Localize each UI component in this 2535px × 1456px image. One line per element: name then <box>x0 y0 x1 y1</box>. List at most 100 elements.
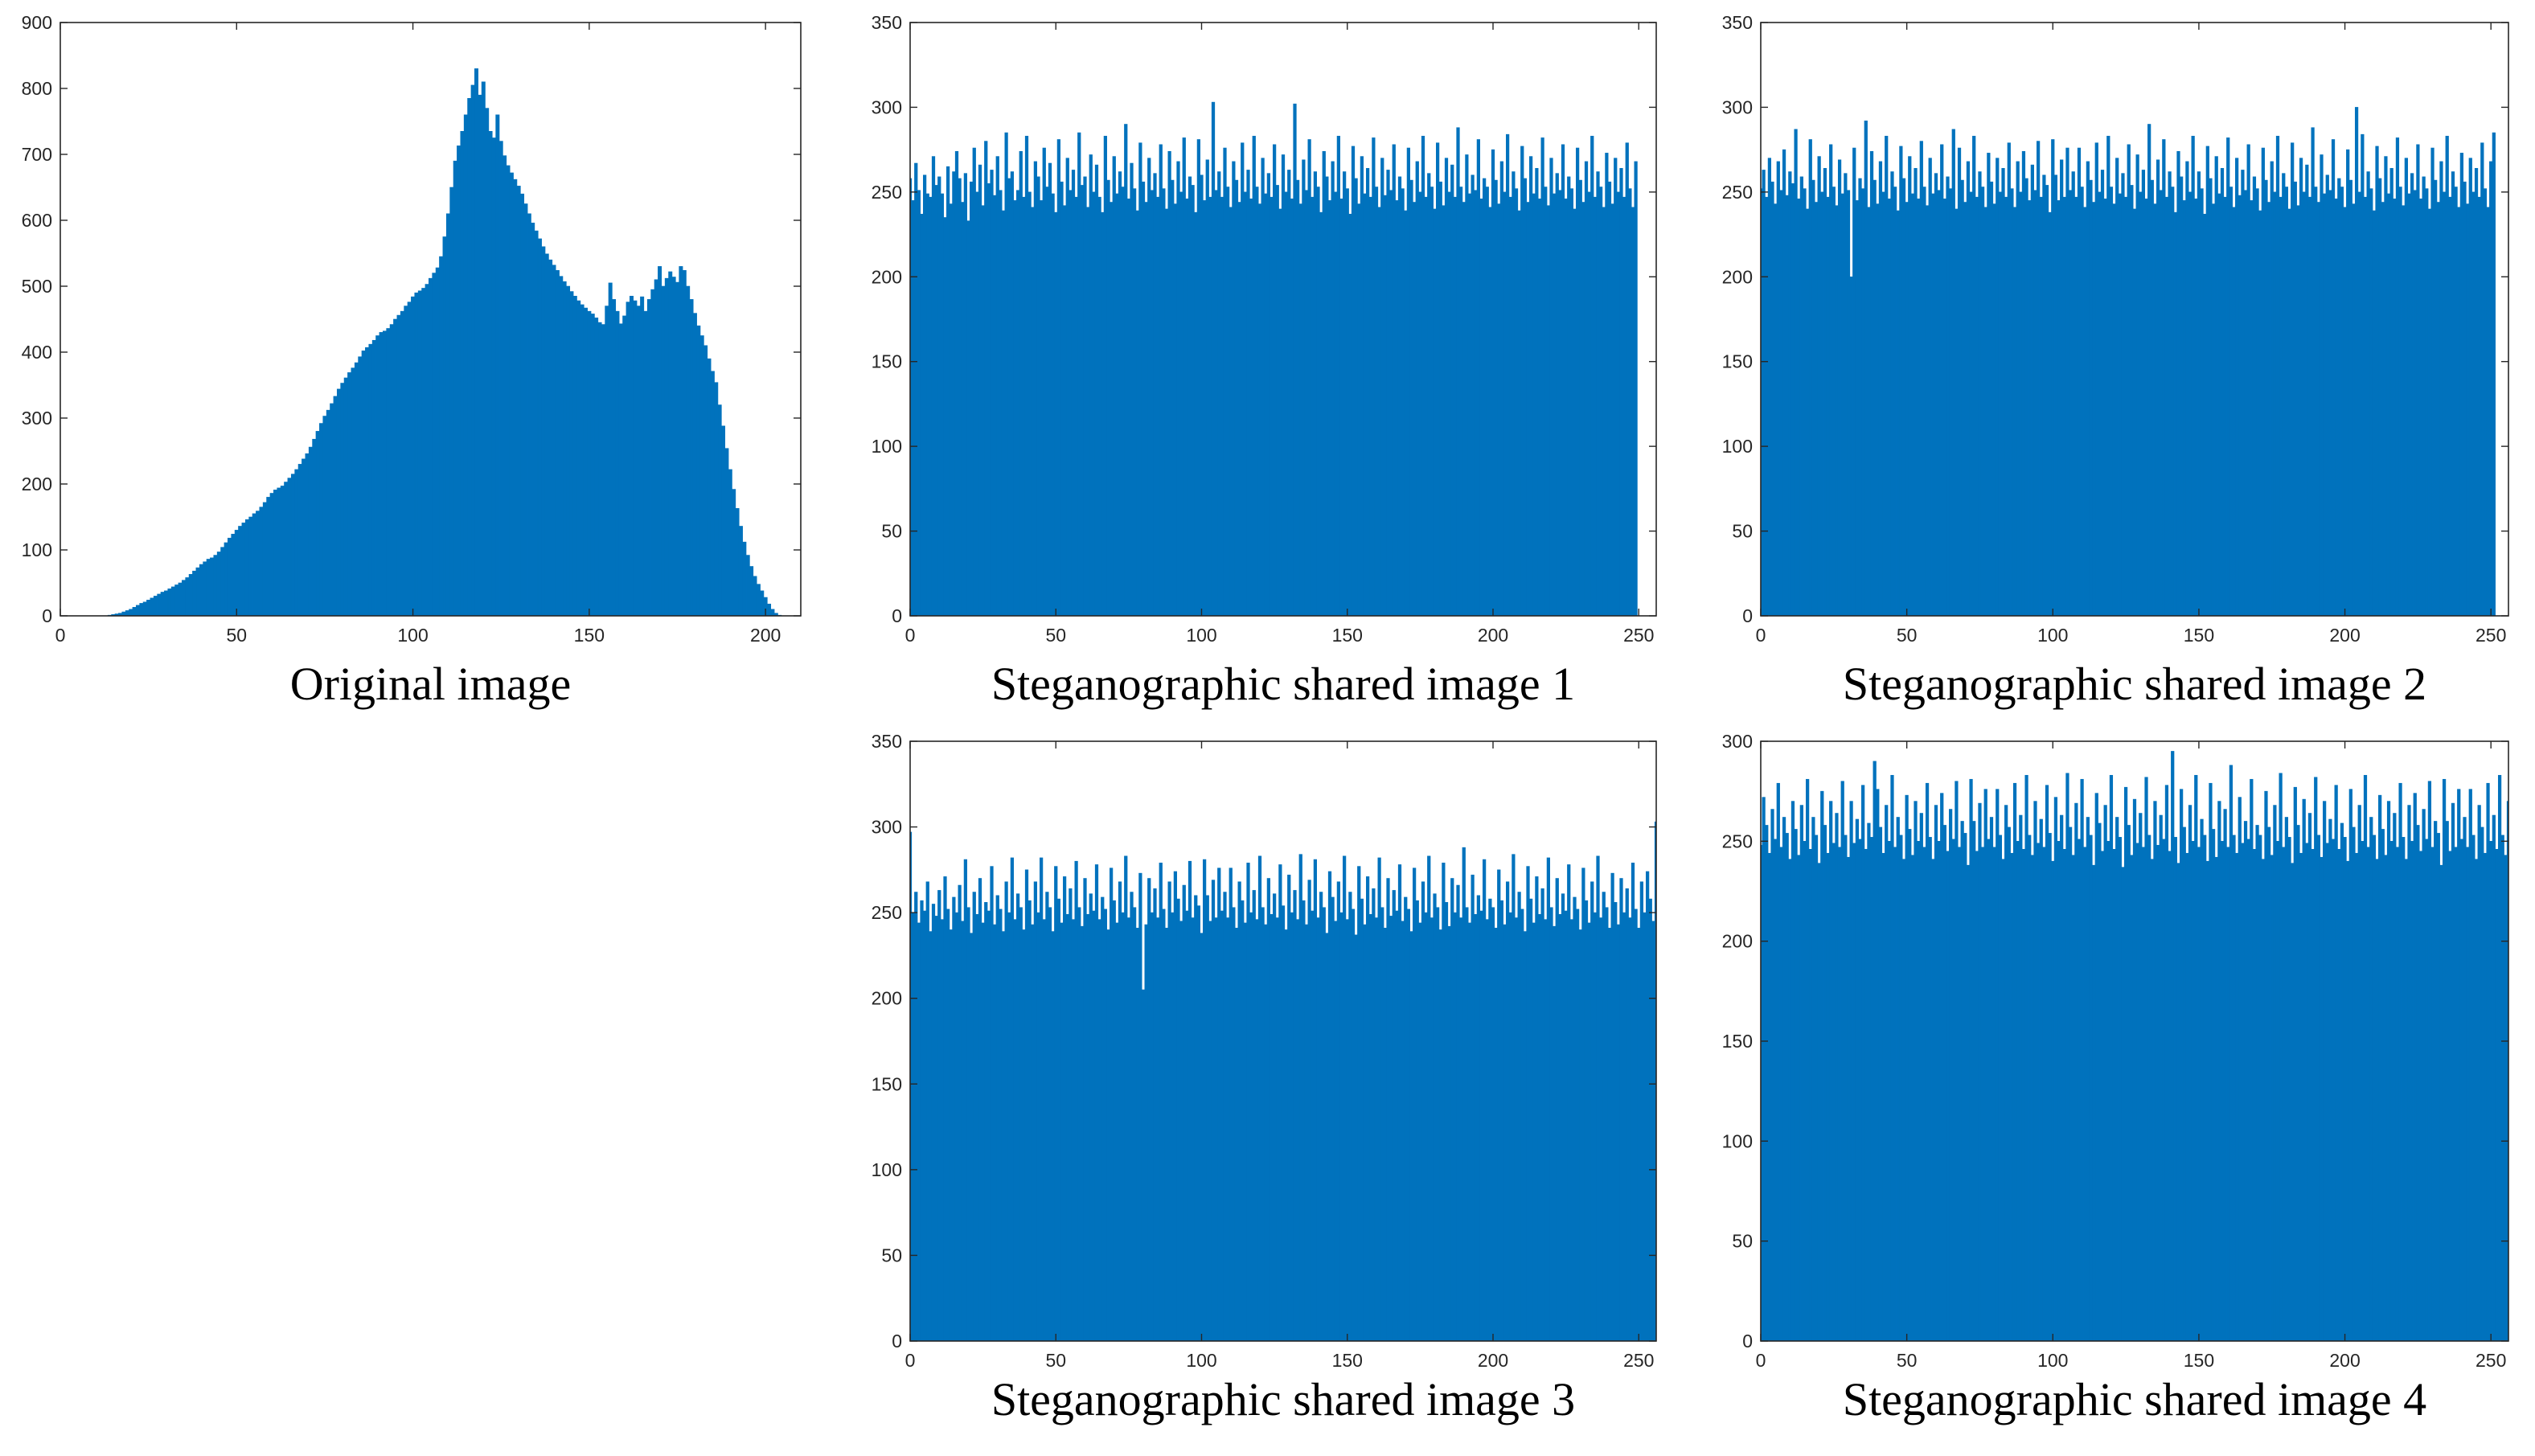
y-tick-label: 200 <box>872 988 902 1009</box>
histogram-bar <box>1561 893 1565 1342</box>
histogram-bar <box>1200 174 1204 617</box>
histogram-bar <box>1459 187 1463 617</box>
histogram-bar <box>1826 196 1830 617</box>
histogram-bar <box>2135 154 2139 617</box>
histogram-bar <box>1555 878 1559 1342</box>
histogram-bar <box>1855 200 1860 617</box>
histogram-bar <box>1409 179 1413 617</box>
histogram-bar <box>2366 171 2370 617</box>
histogram-bar <box>1925 205 1930 617</box>
histogram-bar <box>1275 917 1279 1342</box>
histogram-bar <box>978 878 982 1342</box>
histogram-bar <box>1270 196 1274 617</box>
histogram-bar <box>2302 191 2306 617</box>
histogram-bar <box>2241 170 2245 617</box>
histogram-bar <box>654 279 658 617</box>
histogram-bar <box>658 266 662 617</box>
histogram-bar <box>231 534 236 617</box>
histogram-bar <box>2042 174 2046 617</box>
histogram-bar <box>1878 826 1883 1342</box>
histogram-bar <box>157 593 162 617</box>
histogram-bar <box>1223 892 1227 1342</box>
histogram-bar <box>707 358 712 617</box>
histogram-bar <box>1456 884 1460 1342</box>
histogram-bar <box>1878 161 1883 617</box>
histogram-bar <box>1829 801 1833 1342</box>
histogram-bar <box>2021 150 2026 617</box>
histogram-bar <box>1334 191 1338 617</box>
histogram-bar <box>1998 191 2003 617</box>
histogram-bar <box>1553 925 1557 1342</box>
histogram-bar <box>407 301 412 617</box>
histogram-bar <box>1535 168 1539 617</box>
histogram-bar <box>1832 187 1836 617</box>
histogram-bar <box>1413 202 1417 617</box>
histogram-bar <box>2182 826 2186 1342</box>
histogram-bar <box>724 448 729 617</box>
histogram-bar <box>2030 164 2034 617</box>
histogram-bar <box>749 566 754 617</box>
histogram-bar <box>2077 839 2082 1342</box>
histogram-bar <box>2445 821 2449 1342</box>
histogram-bar <box>1873 761 1877 1342</box>
histogram-bar <box>1540 137 1544 617</box>
histogram-bar <box>1007 178 1011 617</box>
histogram-bar <box>1840 781 1844 1342</box>
histogram-bar <box>2354 107 2359 617</box>
histogram-bar <box>940 193 944 617</box>
histogram-bar <box>1491 149 1495 617</box>
histogram-bar <box>2323 193 2327 617</box>
histogram-bar <box>1905 202 1909 617</box>
y-tick-label: 150 <box>872 351 902 372</box>
histogram-bar <box>287 478 292 617</box>
histogram-bar <box>2427 781 2432 1342</box>
histogram-bar <box>2001 168 2005 617</box>
histogram-bar <box>608 282 613 617</box>
histogram-bar <box>703 345 708 617</box>
histogram-bar <box>1808 848 1812 1342</box>
histogram-bar <box>1191 917 1195 1342</box>
histogram-bar <box>2004 805 2008 1342</box>
histogram-bar <box>1031 924 1035 1342</box>
histogram-bar <box>1205 895 1209 1342</box>
histogram-bar <box>244 519 249 617</box>
histogram-bar <box>481 81 486 617</box>
histogram-bar <box>1893 187 1897 617</box>
histogram-bar <box>1811 179 1815 617</box>
histogram-bar <box>2348 789 2352 1342</box>
histogram-bar <box>970 181 974 617</box>
histogram-bar <box>2266 826 2271 1342</box>
histogram-bar <box>1106 929 1110 1342</box>
histogram-bar <box>1033 881 1037 1342</box>
histogram-bar <box>1234 179 1239 617</box>
axes-frame <box>59 22 802 617</box>
histogram-bar <box>987 183 991 617</box>
panel-caption: Steganographic shared image 3 <box>991 1373 1575 1425</box>
histogram-bar <box>958 178 962 617</box>
histogram-bar <box>1972 135 1976 617</box>
histogram-bar <box>1028 191 1032 617</box>
histogram-bar <box>1325 933 1329 1342</box>
histogram-bar <box>2092 864 2096 1342</box>
histogram-bar <box>541 246 546 617</box>
histogram-bar <box>2343 207 2347 617</box>
histogram-bar <box>2103 198 2107 617</box>
x-tick-label: 150 <box>1332 625 1363 646</box>
histogram-bar <box>1957 147 1962 617</box>
histogram-bar <box>1430 917 1434 1342</box>
histogram-bar <box>1561 144 1565 617</box>
histogram-bar <box>1386 170 1390 617</box>
axes-frame <box>1760 22 2509 617</box>
histogram-bar <box>2328 818 2332 1342</box>
histogram-bar <box>1138 872 1142 1342</box>
histogram-bar <box>1397 864 1402 1342</box>
histogram-bar <box>2402 205 2406 617</box>
histogram-bar <box>389 324 394 617</box>
histogram-bar <box>1406 147 1410 617</box>
histogram-bar <box>2071 855 2075 1342</box>
histogram-bar <box>1249 198 1253 617</box>
histogram-bar <box>1581 202 1585 617</box>
histogram-bar <box>1010 171 1014 617</box>
histogram-bar <box>1229 207 1233 617</box>
histogram-bar <box>1386 878 1390 1342</box>
